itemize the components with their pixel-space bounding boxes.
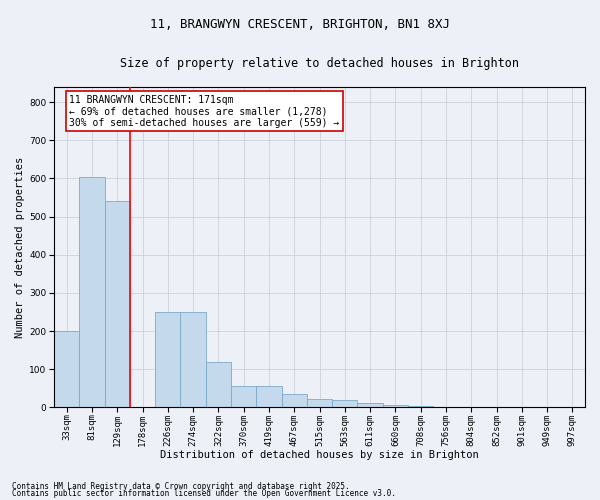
X-axis label: Distribution of detached houses by size in Brighton: Distribution of detached houses by size … <box>160 450 479 460</box>
Text: Contains HM Land Registry data © Crown copyright and database right 2025.: Contains HM Land Registry data © Crown c… <box>12 482 350 491</box>
Bar <box>358 403 383 407</box>
Bar <box>54 331 79 407</box>
Bar <box>256 386 281 407</box>
Bar <box>79 176 104 408</box>
Bar <box>181 312 206 408</box>
Title: Size of property relative to detached houses in Brighton: Size of property relative to detached ho… <box>120 58 519 70</box>
Bar <box>383 406 408 407</box>
Bar <box>307 399 332 407</box>
Text: 11 BRANGWYN CRESCENT: 171sqm
← 69% of detached houses are smaller (1,278)
30% of: 11 BRANGWYN CRESCENT: 171sqm ← 69% of de… <box>69 94 340 128</box>
Bar <box>231 386 256 407</box>
Bar <box>155 312 181 408</box>
Bar <box>104 202 130 408</box>
Bar <box>433 406 458 408</box>
Bar <box>332 400 358 407</box>
Bar <box>408 406 433 407</box>
Bar <box>206 362 231 408</box>
Bar <box>281 394 307 407</box>
Text: 11, BRANGWYN CRESCENT, BRIGHTON, BN1 8XJ: 11, BRANGWYN CRESCENT, BRIGHTON, BN1 8XJ <box>150 18 450 30</box>
Y-axis label: Number of detached properties: Number of detached properties <box>15 156 25 338</box>
Text: Contains public sector information licensed under the Open Government Licence v3: Contains public sector information licen… <box>12 490 396 498</box>
